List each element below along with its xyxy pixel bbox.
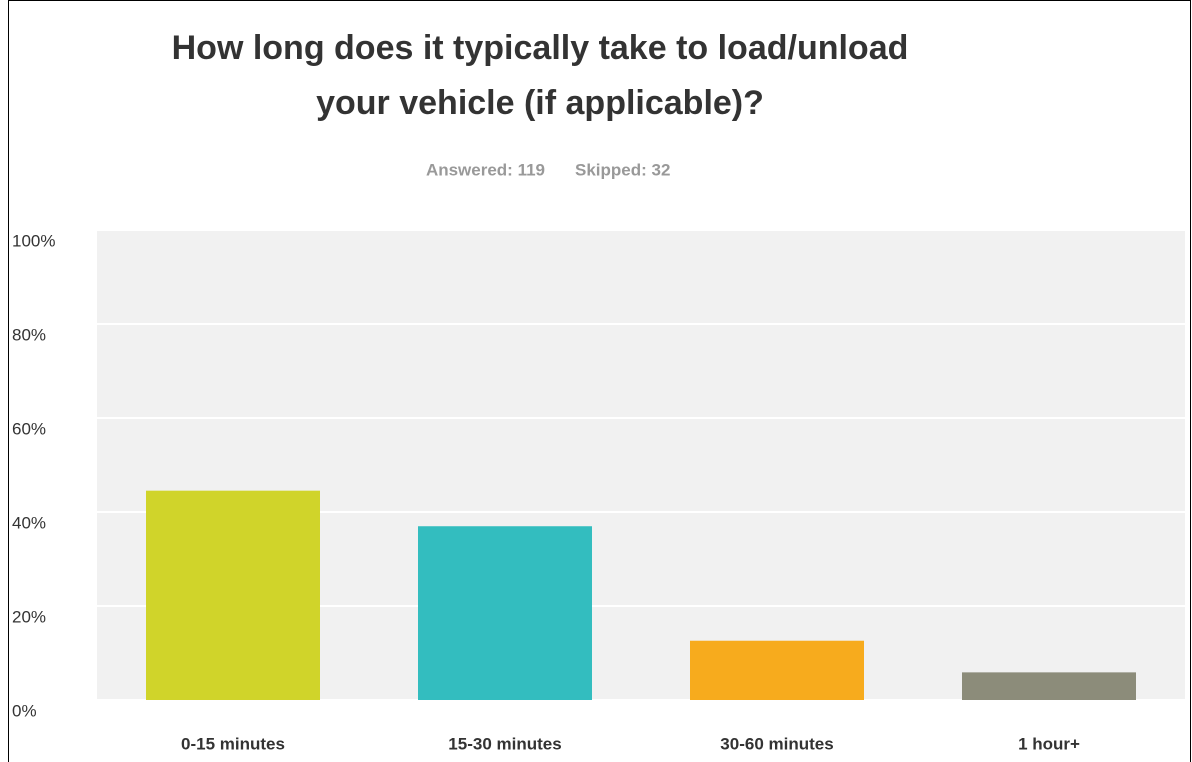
- y-tick-label: 60%: [12, 419, 46, 438]
- y-tick-label: 100%: [12, 231, 55, 250]
- chart-title: How long does it typically take to load/…: [172, 29, 909, 67]
- bar: [690, 640, 864, 700]
- answered-count: Answered: 119: [426, 160, 545, 179]
- x-tick-label: 15-30 minutes: [448, 734, 561, 753]
- x-tick-label: 1 hour+: [1018, 734, 1080, 753]
- y-tick-label: 0%: [12, 701, 37, 720]
- skipped-count: Skipped: 32: [575, 160, 670, 179]
- bar: [146, 490, 320, 700]
- bar: [418, 526, 592, 700]
- x-tick-label: 30-60 minutes: [720, 734, 833, 753]
- chart-title: your vehicle (if applicable)?: [316, 84, 764, 122]
- frame: [8, 0, 1191, 762]
- y-tick-label: 20%: [12, 607, 46, 626]
- y-tick-label: 40%: [12, 513, 46, 532]
- x-tick-label: 0-15 minutes: [181, 734, 285, 753]
- bar: [962, 672, 1136, 700]
- y-tick-label: 80%: [12, 325, 46, 344]
